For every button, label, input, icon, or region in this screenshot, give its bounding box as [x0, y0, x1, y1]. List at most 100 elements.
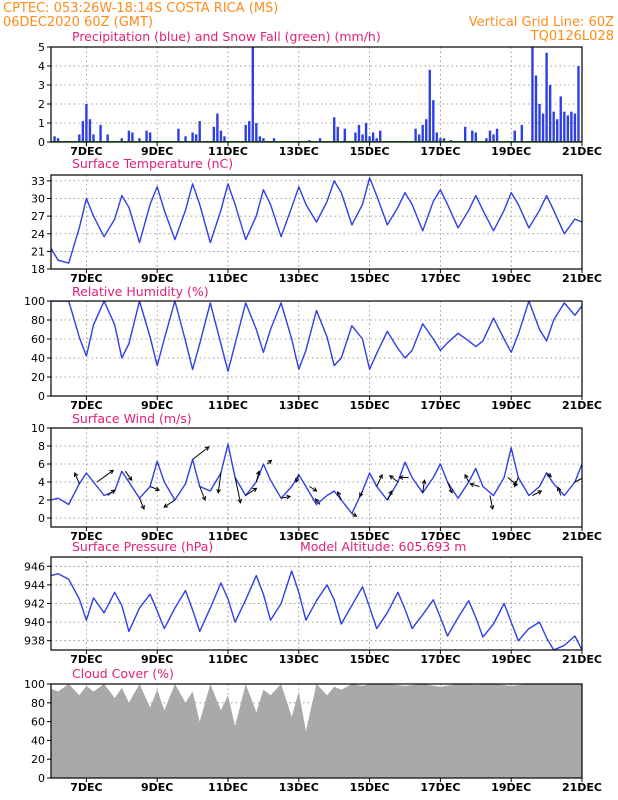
wind-arrow [245, 487, 258, 496]
wind-arrow-head [352, 512, 358, 517]
precip-bar [428, 69, 431, 142]
temp-xtick-label: 19DEC [491, 272, 531, 285]
wind-data [51, 443, 589, 517]
header: CPTEC: 053:26W-18:14S COSTA RICA (MS) 06… [3, 1, 614, 44]
wind-arrow-shaft [386, 490, 393, 501]
pressure-ytick-label: 944 [24, 579, 45, 592]
precip-bar [336, 126, 339, 142]
wind-arrow [546, 472, 552, 478]
precip-bar [545, 52, 548, 142]
header-model-code: TQ0126L028 [530, 29, 614, 44]
precip-bar [127, 130, 131, 142]
wind-arrow-shaft [295, 474, 300, 483]
precip-bar [541, 113, 545, 142]
precip-bar [106, 134, 109, 142]
temp-xtick-label: 9DEC [141, 272, 173, 285]
precip-bar [99, 124, 102, 142]
wind-arrow-shaft [532, 490, 542, 496]
wind-arrow [388, 475, 399, 483]
header-run-date: 06DEC2020 60Z (GMT) [3, 15, 153, 30]
wind-xtick-label: 7DEC [70, 530, 102, 543]
precip-bar [120, 138, 123, 142]
precip-frame [50, 46, 583, 143]
cloud-ytick-label: 80 [31, 697, 45, 710]
wind-arrow-shaft [470, 483, 480, 487]
precip-bar [371, 132, 375, 142]
cloud-ytick-label: 40 [31, 734, 45, 747]
precip-bar [92, 134, 95, 142]
precip-bar [343, 128, 347, 142]
panels: 0 1 2 3 4 5 7DEC 9DEC 11DEC 13DEC 15DEC 17DEC 19DEC 2… [24, 29, 602, 794]
wind-arrow-head [547, 472, 552, 478]
wind-arrow-shaft [337, 491, 342, 501]
wind-xtick-label: 21DEC [562, 530, 602, 543]
precip-bar [375, 138, 378, 142]
precip-bar [258, 136, 262, 142]
wind-arrow-head [336, 490, 342, 496]
temp-xtick-label: 13DEC [279, 272, 319, 285]
temp-xtick-label: 7DEC [70, 272, 102, 285]
precip-bar [577, 66, 580, 142]
rh-panel: 0 20 40 60 80 100 7DEC 9DEC 11DEC 13DEC 15DEC 17DEC… [24, 284, 602, 412]
wind-arrow-head [378, 473, 383, 479]
rh-ytick-label: 40 [31, 352, 45, 365]
rh-xtick-label: 15DEC [350, 399, 390, 412]
precip-bar [251, 47, 254, 142]
precip-xtick-label: 11DEC [208, 145, 248, 158]
pressure-ytick-label: 940 [24, 616, 45, 629]
wind-title: Surface Wind (m/s) [72, 411, 192, 426]
wind-arrow-shaft [489, 495, 494, 510]
wind-arrow-head [252, 487, 258, 493]
pressure-xtick-label: 7DEC [70, 653, 102, 666]
wind-arrow-shaft [234, 477, 241, 503]
wind-xtick-label: 11DEC [208, 530, 248, 543]
wind-arrow-head [469, 482, 475, 487]
precip-bar [495, 128, 499, 142]
pressure-ytick-label: 942 [24, 598, 45, 611]
wind-ytick-label: 10 [31, 422, 45, 435]
wind-arrow [255, 470, 261, 483]
precip-bar [212, 126, 216, 142]
precip-data [51, 47, 582, 142]
precip-bar [354, 132, 357, 142]
wind-arrow-head [513, 482, 519, 488]
precip-bar [463, 126, 467, 142]
wind-xtick-label: 9DEC [141, 530, 173, 543]
precip-bar [262, 138, 265, 142]
precip-bar [439, 138, 442, 142]
precip-bar [53, 136, 56, 142]
wind-arrow [163, 499, 176, 508]
cloud-xtick-label: 21DEC [562, 781, 602, 794]
wind-arrow [351, 512, 358, 517]
temp-xtick-label: 15DEC [350, 272, 390, 285]
precip-bar [417, 134, 421, 142]
precip-bar [85, 104, 88, 142]
wind-ytick-label: 6 [38, 458, 45, 471]
precip-bar [563, 111, 566, 142]
precip-ytick-label: 5 [38, 41, 45, 54]
rh-xtick-label: 7DEC [70, 399, 102, 412]
rh-ytick-label: 100 [24, 295, 45, 308]
wind-arrow [386, 490, 393, 501]
cloud-xtick-label: 17DEC [420, 781, 460, 794]
precip-bar [81, 121, 85, 142]
wind-arrow-shaft [315, 498, 321, 505]
pressure-xtick-label: 13DEC [279, 653, 319, 666]
wind-arrow-shaft [192, 446, 210, 460]
wind-arrow-shaft [107, 489, 116, 496]
wind-arrow-shaft [309, 486, 317, 492]
temp-ytick-label: 24 [31, 228, 45, 241]
precip-panel: 0 1 2 3 4 5 7DEC 9DEC 11DEC 13DEC 15DEC 17DEC 19DEC 2… [38, 29, 602, 158]
cloud-cover-area [51, 684, 582, 778]
wind-arrow-head [204, 446, 210, 451]
wind-arrow-head [255, 470, 261, 476]
rh-ytick-label: 20 [31, 371, 45, 384]
precip-xtick-label: 21DEC [562, 145, 602, 158]
wind-ytick-label: 2 [38, 494, 45, 507]
precip-bar [421, 124, 424, 142]
wind-arrow-shaft [557, 487, 562, 496]
wind-arrow-head [585, 475, 589, 478]
pressure-xtick-label: 17DEC [420, 653, 460, 666]
pressure-ytick-label: 946 [24, 560, 45, 573]
